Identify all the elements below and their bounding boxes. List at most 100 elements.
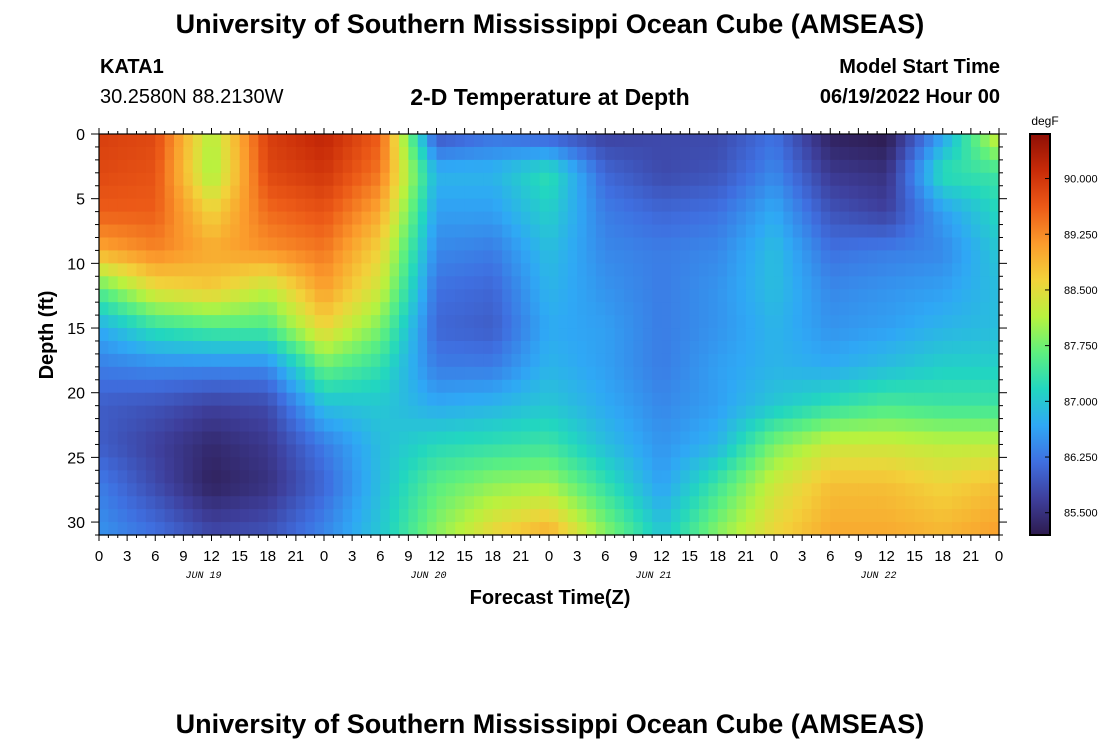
heatmap-cell bbox=[933, 366, 944, 381]
heatmap-cell bbox=[849, 522, 859, 536]
heatmap-cell bbox=[774, 185, 784, 200]
heatmap-cell bbox=[127, 198, 138, 213]
heatmap-cell bbox=[183, 496, 194, 510]
heatmap-cell bbox=[408, 444, 419, 458]
heatmap-cell bbox=[249, 198, 259, 213]
heatmap-cell bbox=[539, 496, 550, 510]
heatmap-cell bbox=[820, 263, 831, 277]
heatmap-cell bbox=[652, 146, 663, 161]
heatmap-cell bbox=[164, 457, 175, 471]
heatmap-cell bbox=[305, 211, 316, 226]
heatmap-cell bbox=[989, 185, 1000, 200]
heatmap-cell bbox=[652, 250, 663, 264]
heatmap-cell bbox=[933, 159, 944, 174]
heatmap-cell bbox=[961, 470, 972, 484]
heatmap-cell bbox=[755, 457, 766, 471]
heatmap-cell bbox=[689, 134, 700, 148]
heatmap-cell bbox=[867, 263, 878, 277]
heatmap-cell bbox=[624, 379, 634, 394]
heatmap-cell bbox=[352, 134, 363, 148]
heatmap-cell bbox=[736, 185, 747, 200]
heatmap-cell bbox=[464, 470, 475, 484]
heatmap-cell bbox=[314, 289, 325, 303]
heatmap-cell bbox=[905, 522, 916, 536]
heatmap-cell bbox=[352, 146, 363, 161]
heatmap-cell bbox=[145, 457, 156, 471]
heatmap-cell bbox=[333, 496, 344, 510]
heatmap-cell bbox=[970, 457, 981, 471]
heatmap-cell bbox=[108, 289, 119, 303]
heatmap-cell bbox=[708, 289, 719, 303]
heatmap-cell bbox=[549, 457, 559, 471]
heatmap-cell bbox=[717, 340, 728, 355]
heatmap-cell bbox=[239, 457, 250, 471]
heatmap-cell bbox=[192, 263, 203, 277]
heatmap-cell bbox=[652, 340, 663, 355]
heatmap-cell bbox=[520, 328, 531, 342]
heatmap-cell bbox=[127, 328, 138, 342]
heatmap-cell bbox=[464, 159, 475, 174]
heatmap-cell bbox=[174, 276, 184, 290]
heatmap-cell bbox=[417, 522, 428, 536]
heatmap-cell bbox=[689, 366, 700, 381]
heatmap-cell bbox=[642, 392, 653, 407]
heatmap-cell bbox=[689, 509, 700, 523]
heatmap-cell bbox=[549, 172, 559, 187]
heatmap-cell bbox=[427, 159, 438, 174]
heatmap-cell bbox=[108, 134, 119, 148]
heatmap-cell bbox=[989, 418, 1000, 433]
heatmap-cell bbox=[661, 172, 672, 187]
heatmap-cell bbox=[802, 366, 813, 381]
heatmap-cell bbox=[530, 172, 541, 187]
heatmap-cell bbox=[295, 457, 306, 471]
heatmap-cell bbox=[380, 522, 391, 536]
heatmap-cell bbox=[342, 418, 353, 433]
heatmap-cell bbox=[136, 315, 147, 329]
heatmap-cell bbox=[577, 509, 588, 523]
heatmap-cell bbox=[520, 198, 531, 213]
heatmap-cell bbox=[164, 328, 175, 342]
heatmap-cell bbox=[127, 263, 138, 277]
heatmap-cell bbox=[436, 134, 447, 148]
heatmap-cell bbox=[249, 470, 259, 484]
heatmap-cell bbox=[333, 522, 344, 536]
heatmap-cell bbox=[502, 224, 513, 239]
heatmap-cell bbox=[380, 444, 391, 458]
heatmap-cell bbox=[342, 470, 353, 484]
heatmap-cell bbox=[314, 457, 325, 471]
heatmap-cell bbox=[530, 276, 541, 290]
heatmap-cell bbox=[670, 509, 681, 523]
heatmap-cell bbox=[933, 509, 944, 523]
heatmap-cell bbox=[455, 457, 466, 471]
heatmap-cell bbox=[858, 431, 869, 446]
heatmap-cell bbox=[352, 263, 363, 277]
heatmap-cell bbox=[558, 392, 569, 407]
heatmap-cell bbox=[361, 328, 372, 342]
heatmap-cell bbox=[820, 444, 831, 458]
heatmap-cell bbox=[342, 302, 353, 316]
heatmap-cell bbox=[211, 418, 222, 433]
heatmap-cell bbox=[755, 315, 766, 329]
heatmap-cell bbox=[305, 224, 316, 239]
x-tick-label: 15 bbox=[456, 548, 473, 565]
heatmap-cell bbox=[661, 366, 672, 381]
heatmap-cell bbox=[980, 276, 991, 290]
heatmap-cell bbox=[174, 392, 184, 407]
heatmap-cell bbox=[989, 431, 1000, 446]
heatmap-cell bbox=[324, 315, 334, 329]
heatmap-cell bbox=[577, 211, 588, 226]
heatmap-cell bbox=[127, 522, 138, 536]
heatmap-cell bbox=[539, 379, 550, 394]
heatmap-cell bbox=[830, 431, 841, 446]
heatmap-cell bbox=[408, 289, 419, 303]
heatmap-cell bbox=[717, 198, 728, 213]
heatmap-cell bbox=[905, 134, 916, 148]
heatmap-cell bbox=[830, 263, 841, 277]
heatmap-cell bbox=[511, 379, 522, 394]
heatmap-cell bbox=[661, 276, 672, 290]
heatmap-cell bbox=[980, 522, 991, 536]
heatmap-cell bbox=[849, 315, 859, 329]
heatmap-cell bbox=[333, 340, 344, 355]
heatmap-cell bbox=[352, 483, 363, 497]
heatmap-cell bbox=[642, 263, 653, 277]
